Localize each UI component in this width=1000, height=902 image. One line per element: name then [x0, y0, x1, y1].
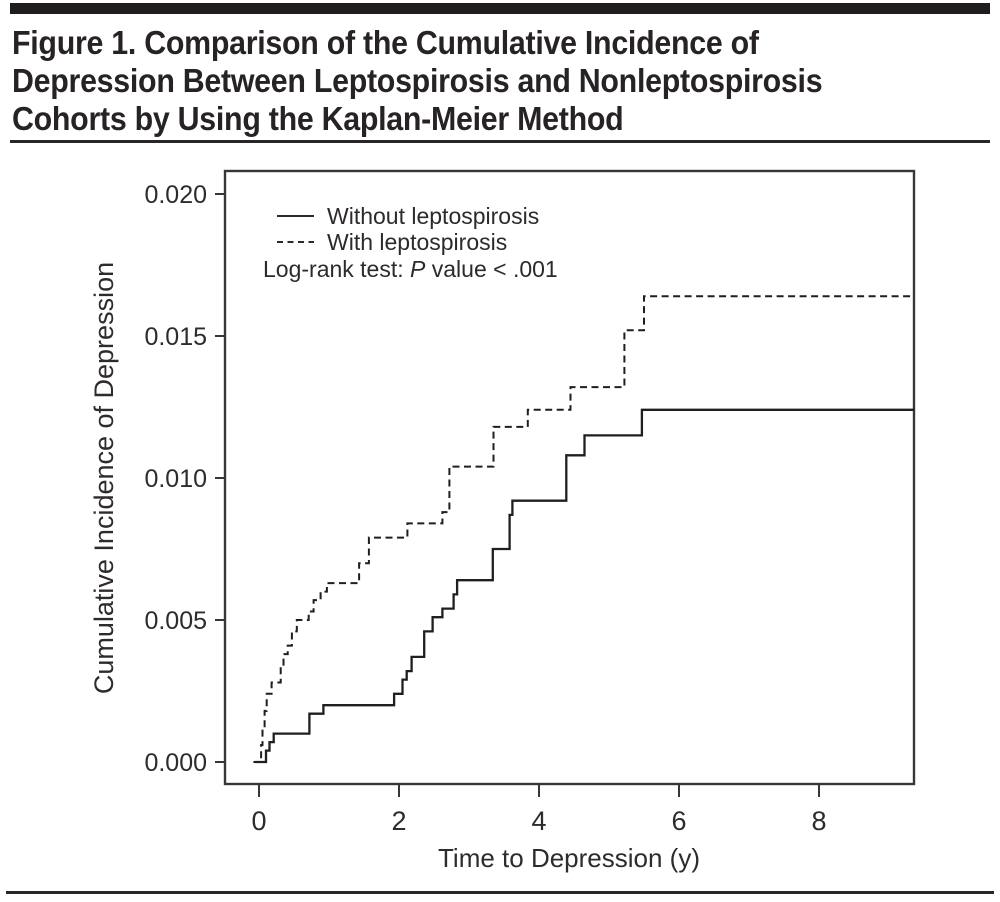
top-divider-bar: [10, 3, 990, 14]
y-tick-label: 0.010: [144, 465, 207, 493]
figure-title-line-1: Figure 1. Comparison of the Cumulative I…: [12, 24, 759, 61]
km-curve-without-leptospirosis: [254, 408, 915, 764]
y-tick-label: 0.005: [144, 607, 207, 635]
solid-line-sample-icon: [277, 215, 314, 217]
x-tick-label: 6: [671, 806, 686, 836]
log-rank-note-prefix: Log-rank test:: [263, 256, 411, 282]
legend-entry-with: With leptospirosis: [263, 229, 558, 255]
legend-label-with: With leptospirosis: [327, 228, 508, 255]
chart-legend: Without leptospirosis With leptospirosis…: [263, 203, 558, 283]
log-rank-note-p-symbol: P: [410, 256, 426, 282]
x-axis-ticks: 0 2 4 6 8: [251, 785, 827, 836]
y-axis-ticks: 0.000 0.005 0.010 0.015 0.020: [144, 181, 225, 777]
legend-entry-without: Without leptospirosis: [263, 203, 558, 229]
y-axis-title: Cumulative Incidence of Depression: [89, 261, 119, 695]
figure-title-line-3: Cohorts by Using the Kaplan-Meier Method: [12, 100, 624, 137]
bottom-divider-rule: [6, 891, 994, 894]
x-tick-label: 8: [811, 806, 826, 836]
y-tick-label: 0.000: [144, 749, 207, 777]
km-curve-with-leptospirosis: [253, 295, 915, 763]
x-axis-title: Time to Depression (y): [438, 843, 700, 873]
figure-title-line-2: Depression Between Leptospirosis and Non…: [12, 62, 823, 99]
x-tick-label: 0: [251, 806, 266, 836]
legend-label-without: Without leptospirosis: [327, 202, 540, 229]
log-rank-note-suffix: value < .001: [425, 256, 558, 282]
dashed-line-sample-icon: [277, 241, 314, 243]
title-rule: [10, 140, 990, 143]
x-tick-label: 2: [391, 806, 406, 836]
y-tick-label: 0.015: [144, 323, 207, 351]
figure-title: Figure 1. Comparison of the Cumulative I…: [12, 24, 1000, 138]
x-tick-label: 4: [531, 806, 546, 836]
log-rank-note: Log-rank test: P value < .001: [263, 255, 558, 283]
y-tick-label: 0.020: [144, 181, 207, 209]
